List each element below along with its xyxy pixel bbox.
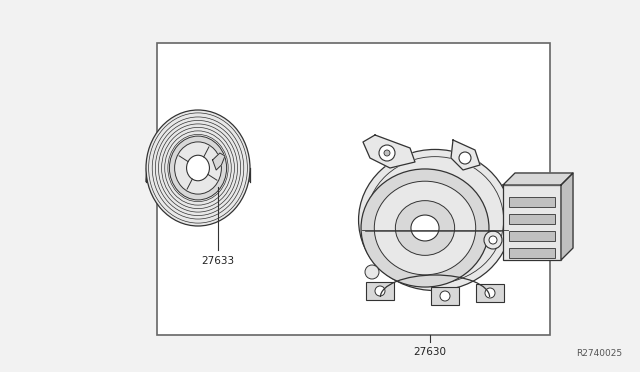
Circle shape xyxy=(485,288,495,298)
Circle shape xyxy=(375,286,385,296)
Bar xyxy=(476,284,504,302)
Bar xyxy=(509,231,555,241)
Circle shape xyxy=(484,231,502,249)
Bar xyxy=(509,248,555,258)
Polygon shape xyxy=(146,168,250,182)
Text: 27630: 27630 xyxy=(413,347,447,357)
Ellipse shape xyxy=(170,136,227,200)
Polygon shape xyxy=(363,135,415,168)
Polygon shape xyxy=(451,140,480,170)
Ellipse shape xyxy=(411,215,439,241)
Circle shape xyxy=(489,236,497,244)
Ellipse shape xyxy=(187,155,209,181)
Bar xyxy=(509,214,555,224)
Circle shape xyxy=(384,150,390,156)
Text: R2740025: R2740025 xyxy=(576,349,622,358)
Ellipse shape xyxy=(396,201,454,255)
Circle shape xyxy=(459,152,471,164)
Bar xyxy=(509,197,555,207)
Ellipse shape xyxy=(361,169,489,287)
Circle shape xyxy=(379,145,395,161)
Polygon shape xyxy=(561,173,573,260)
Ellipse shape xyxy=(175,142,221,194)
Bar xyxy=(157,43,550,335)
Bar xyxy=(366,282,394,300)
Text: 27633: 27633 xyxy=(202,256,235,266)
Ellipse shape xyxy=(358,150,511,291)
Polygon shape xyxy=(503,173,573,185)
Bar xyxy=(431,287,459,305)
Circle shape xyxy=(365,265,379,279)
Ellipse shape xyxy=(146,110,250,226)
Ellipse shape xyxy=(374,181,476,275)
Circle shape xyxy=(440,291,450,301)
Polygon shape xyxy=(212,153,225,170)
Bar xyxy=(503,185,561,260)
